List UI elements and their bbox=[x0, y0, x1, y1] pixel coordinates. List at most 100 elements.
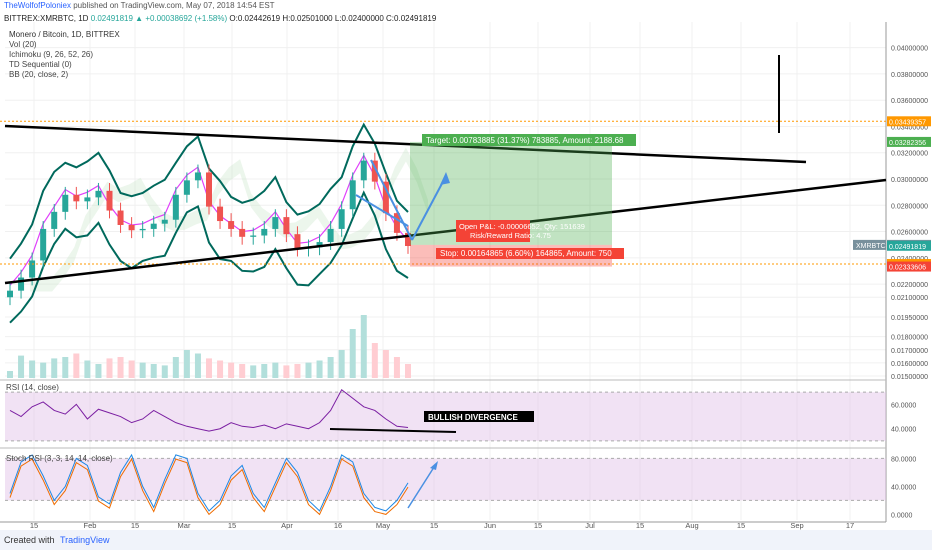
volume-bar bbox=[40, 362, 47, 378]
candle-body bbox=[84, 197, 91, 202]
target-label-bg bbox=[422, 134, 636, 146]
candle-body bbox=[18, 277, 25, 291]
price-tick-label: 0.02600000 bbox=[891, 230, 928, 237]
candle-body bbox=[29, 260, 36, 278]
price-tag: 0.02333606 bbox=[889, 265, 926, 272]
volume-bar bbox=[228, 362, 235, 378]
stoch-band bbox=[5, 458, 886, 501]
price-tick-label: 0.02800000 bbox=[891, 203, 928, 210]
x-tick-label: May bbox=[376, 521, 390, 530]
price-tag-bg bbox=[887, 116, 931, 127]
volume-bar bbox=[29, 360, 36, 378]
stoch-tick-label: 80.0000 bbox=[891, 456, 916, 463]
candle-body bbox=[172, 194, 179, 220]
candle-body bbox=[272, 217, 279, 229]
close-label: C:0.02491819 bbox=[386, 14, 437, 23]
candle-body bbox=[393, 213, 400, 233]
candle-body bbox=[217, 206, 224, 222]
tradingview-logo[interactable]: TradingView bbox=[60, 535, 110, 545]
volume-bar bbox=[117, 357, 124, 378]
volume-bar bbox=[283, 365, 290, 378]
blue-diag-arrow bbox=[355, 194, 409, 227]
candle-body bbox=[338, 209, 345, 229]
candle-body bbox=[128, 224, 135, 231]
candle-body bbox=[349, 180, 356, 210]
blue-up-arrow bbox=[411, 175, 447, 241]
volume-bar bbox=[139, 362, 146, 378]
price-tick-label: 0.01500000 bbox=[891, 374, 928, 381]
created-with-text: Created with bbox=[4, 535, 55, 545]
open-label: O:0.02442619 bbox=[229, 14, 281, 23]
candle-body bbox=[139, 228, 146, 231]
x-tick-label: Jun bbox=[484, 521, 496, 530]
volume-bar bbox=[349, 329, 356, 378]
lower-trendline bbox=[4, 178, 887, 285]
footer-bar: Created with TradingView bbox=[0, 530, 932, 550]
rsi-tick-label: 40.0000 bbox=[891, 427, 916, 434]
price-tick-label: 0.03000000 bbox=[891, 177, 928, 184]
stop-label: Stop: 0.00164865 (6.60%) 164865, Amount:… bbox=[440, 249, 612, 258]
volume-bar bbox=[161, 365, 168, 378]
price-tick-label: 0.04000000 bbox=[891, 46, 928, 53]
price-tick-label: 0.03800000 bbox=[891, 72, 928, 79]
price-tag: 0.03439357 bbox=[889, 119, 926, 126]
price-tick-label: 0.03200000 bbox=[891, 151, 928, 158]
stop-label-bg bbox=[436, 248, 624, 259]
stoch-k-line bbox=[9, 453, 409, 512]
stoch-title: Stoch RSI (3, 3, 14, 14, close) bbox=[6, 454, 113, 463]
x-tick-label: 15 bbox=[430, 521, 438, 530]
x-tick-label: Apr bbox=[281, 521, 293, 530]
volume-bar bbox=[338, 350, 345, 378]
rr-label: Risk/Reward Ratio: 4.75 bbox=[470, 231, 551, 240]
price-tick-label: 0.01700000 bbox=[891, 348, 928, 355]
price-tick-label: 0.03600000 bbox=[891, 98, 928, 105]
volume-bar bbox=[327, 357, 334, 378]
candle-body bbox=[327, 228, 334, 243]
candle-body bbox=[360, 160, 367, 181]
volume-bar bbox=[294, 364, 301, 378]
volume-bar bbox=[150, 364, 157, 378]
open-pl-label: Open P&L: -0.00006652, Qty: 151639 bbox=[459, 222, 585, 231]
blue-down-arrow bbox=[370, 159, 413, 241]
candle-body bbox=[371, 160, 378, 182]
volume-bar bbox=[272, 362, 279, 378]
legend-item-td-sequential[interactable]: TD Sequential (0) bbox=[9, 60, 72, 69]
volume-bar bbox=[239, 364, 246, 378]
stoch-tick-label: 0.0000 bbox=[891, 512, 913, 519]
author-link[interactable]: TheWolfofPoloniex bbox=[4, 1, 71, 10]
x-tick-label: 17 bbox=[846, 521, 854, 530]
symbol-tag-bg bbox=[853, 239, 886, 250]
divergence-label: BULLISH DIVERGENCE bbox=[428, 413, 518, 422]
volume-bar bbox=[261, 364, 268, 378]
chart-background bbox=[0, 22, 932, 530]
candle-body bbox=[95, 190, 102, 198]
ichimoku-cloud bbox=[30, 147, 428, 292]
price-tick-label: 0.01950000 bbox=[891, 315, 928, 322]
volume-bar bbox=[84, 360, 91, 378]
candle-body bbox=[239, 228, 246, 237]
divergence-line bbox=[329, 428, 457, 433]
legend-item-ichimoku[interactable]: Ichimoku (9, 26, 52, 26) bbox=[9, 50, 94, 59]
volume-bar bbox=[73, 353, 80, 378]
candle-body bbox=[117, 210, 124, 225]
candle-body bbox=[51, 211, 58, 229]
high-label: H:0.02501000 bbox=[282, 14, 333, 23]
price-tag: 0.03282356 bbox=[889, 140, 926, 147]
candle-body bbox=[228, 221, 235, 229]
price-tick-label: 0.03400000 bbox=[891, 124, 928, 131]
x-tick-label: 15 bbox=[131, 521, 139, 530]
target-label: Target: 0.00783885 (31.37%) 783885, Amou… bbox=[426, 136, 624, 145]
upper-trendline bbox=[4, 124, 807, 164]
legend-item-bollinger[interactable]: BB (20, close, 2) bbox=[9, 70, 69, 79]
candle-body bbox=[261, 228, 268, 236]
candle-body bbox=[150, 223, 157, 229]
candle-body bbox=[294, 234, 301, 249]
legend-title: Monero / Bitcoin, 1D, BITTREX bbox=[9, 30, 120, 39]
rsi-line bbox=[9, 388, 409, 432]
volume-bar bbox=[95, 364, 102, 378]
price-tick-label: 0.02100000 bbox=[891, 295, 928, 302]
legend-item-volume[interactable]: Vol (20) bbox=[9, 40, 37, 49]
price-tick-label: 0.02200000 bbox=[891, 282, 928, 289]
price-tick-label: 0.01800000 bbox=[891, 335, 928, 342]
x-tick-label: Jul bbox=[585, 521, 595, 530]
